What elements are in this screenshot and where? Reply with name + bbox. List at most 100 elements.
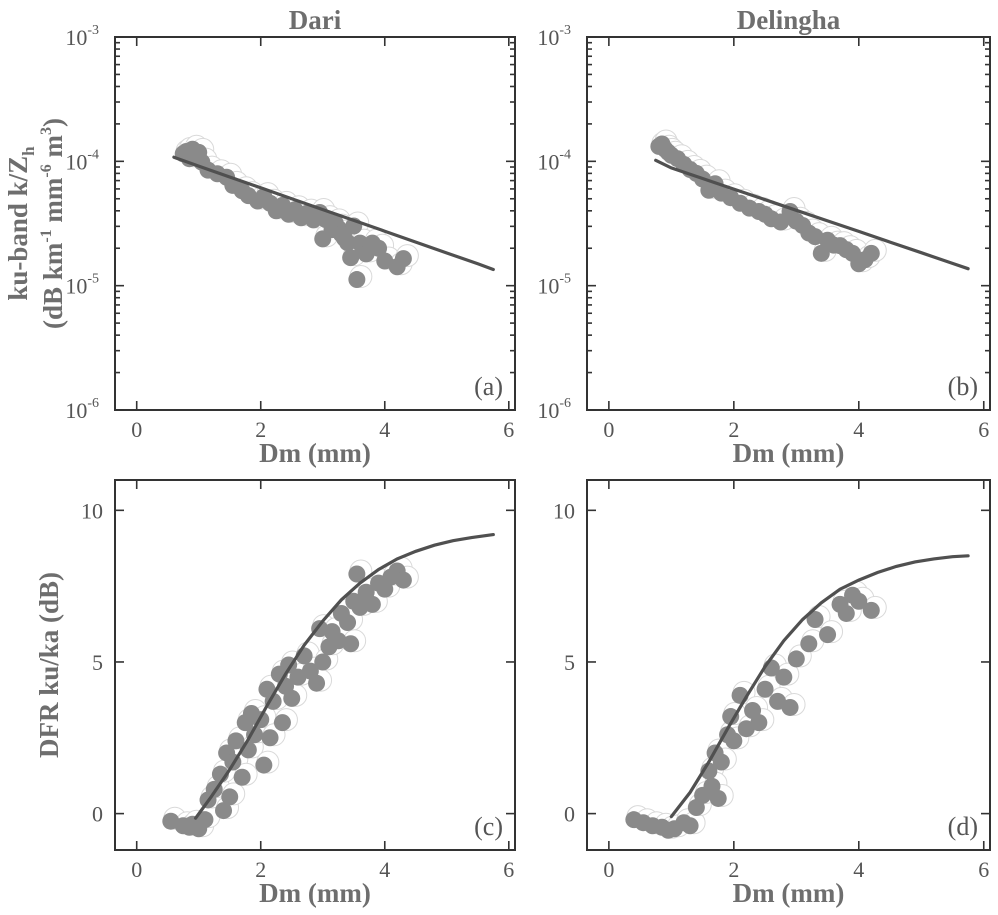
y-tick-label: 10-3: [65, 23, 99, 50]
scatter-points: [174, 134, 419, 289]
y-tick-base: 10: [65, 149, 87, 174]
x-tick-label: 4: [379, 857, 390, 882]
data-point: [781, 698, 799, 716]
x-tick-label: 4: [853, 857, 864, 882]
y-units-text: mm: [38, 177, 68, 229]
data-point: [363, 595, 381, 613]
y-units-exponent: -6: [38, 164, 55, 177]
y-units-text: m: [38, 135, 68, 165]
x-tick-label: 2: [728, 857, 739, 882]
data-point: [370, 239, 388, 257]
y-axis-units: (dB km-1 mm-6 m3): [38, 118, 68, 329]
y-units-exponent: -1: [38, 229, 55, 242]
fit-line: [194, 533, 495, 820]
data-point: [227, 732, 245, 750]
data-point: [750, 714, 768, 732]
x-tick-label: 6: [978, 857, 989, 882]
x-tick-label: 6: [978, 417, 989, 442]
panel-2: 0 2 4 6 0 5 10 (c) Dm (mm) DFR ku/ka (dB): [34, 479, 516, 908]
y-tick-label: 0: [564, 802, 575, 827]
x-tick-label: 6: [503, 417, 514, 442]
data-point: [283, 689, 301, 707]
y-tick-base: 10: [65, 274, 87, 299]
panel-3: 0 2 4 6 0 5 10 (d) Dm (mm): [553, 479, 991, 908]
y-tick-label: 10-6: [537, 396, 571, 423]
data-point: [221, 788, 239, 806]
x-tick-label: 4: [853, 417, 864, 442]
data-point: [261, 729, 279, 747]
data-point: [712, 753, 730, 771]
y-axis-label-subscript: h: [19, 146, 38, 156]
y-tick-exponent: -6: [87, 396, 99, 411]
data-point: [709, 789, 727, 807]
y-tick-label: 5: [564, 650, 575, 675]
fit-line: [654, 158, 970, 271]
y-units-exponent: 3: [38, 127, 55, 135]
y-tick-label: 10: [81, 498, 103, 523]
y-tick-exponent: -4: [87, 147, 99, 162]
y-units-text: (dB km: [38, 242, 68, 329]
x-tick-label: 2: [255, 857, 266, 882]
x-tick-label: 0: [131, 417, 142, 442]
data-point: [806, 611, 824, 629]
y-tick-label: 10-6: [65, 396, 99, 423]
panel-1: 0 2 4 610-610-510-410-3(b)Dm (mm)Delingha: [537, 5, 991, 468]
scatter-points: [625, 580, 887, 839]
y-tick-label: 0: [92, 802, 103, 827]
y-tick-base: 10: [537, 25, 559, 50]
data-point: [196, 811, 214, 829]
x-tick-label: 2: [728, 417, 739, 442]
plot-frame: [586, 36, 991, 411]
x-tick-label: 2: [255, 417, 266, 442]
data-point: [339, 234, 357, 252]
data-point: [862, 601, 880, 619]
y-tick-exponent: -5: [559, 272, 571, 287]
plot-frame: [114, 479, 516, 851]
y-tick-label: 10: [553, 498, 575, 523]
y-units-text: ): [38, 118, 68, 127]
y-axis-label: ku-band k/Zh: [3, 146, 38, 301]
x-axis-label: Dm (mm): [259, 438, 371, 468]
y-tick-label: 5: [92, 650, 103, 675]
data-point: [819, 626, 837, 644]
y-tick-label: 10-3: [537, 23, 571, 50]
x-tick-label: 0: [131, 857, 142, 882]
data-point: [800, 635, 818, 653]
y-tick-base: 10: [65, 398, 87, 423]
y-tick-label: 10-4: [65, 147, 99, 174]
data-point: [314, 653, 332, 671]
y-tick-label: 10-5: [537, 272, 571, 299]
y-tick-exponent: -5: [87, 272, 99, 287]
data-point: [339, 614, 357, 632]
panel-label: (c): [474, 812, 503, 841]
data-point: [850, 592, 868, 610]
x-axis-label: Dm (mm): [733, 878, 845, 908]
data-point: [348, 271, 366, 289]
data-point: [233, 768, 251, 786]
fit-line: [669, 554, 970, 819]
data-point: [394, 250, 412, 268]
y-tick-exponent: -4: [559, 147, 571, 162]
panel-0: 0 2 4 610-610-510-410-3(a)Dm (mm)Dariku-ban…: [3, 5, 516, 468]
panel-title: Dari: [289, 5, 342, 35]
y-tick-base: 10: [537, 274, 559, 299]
panel-label: (d): [948, 812, 978, 841]
y-axis-label-text: ku-band k/Z: [3, 156, 33, 301]
y-tick-exponent: -6: [559, 396, 571, 411]
panel-title: Delingha: [737, 5, 841, 35]
data-point: [308, 674, 326, 692]
x-axis-label: Dm (mm): [733, 438, 845, 468]
data-point: [725, 732, 743, 750]
plot-frame: [586, 479, 991, 851]
scatter-points: [162, 556, 419, 838]
data-point: [787, 650, 805, 668]
scatter-points: [650, 129, 887, 273]
data-point: [348, 565, 366, 583]
data-point: [255, 756, 273, 774]
y-tick-base: 10: [537, 149, 559, 174]
data-point: [837, 604, 855, 622]
x-tick-label: 0: [603, 417, 614, 442]
data-point: [812, 244, 830, 262]
y-tick-exponent: -3: [87, 23, 99, 38]
